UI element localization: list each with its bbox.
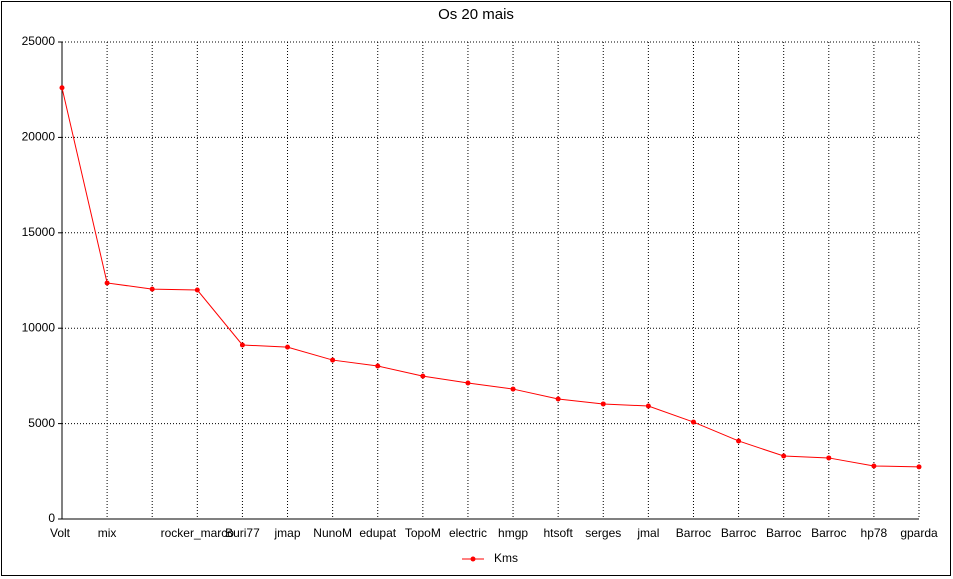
data-point — [781, 453, 787, 459]
y-tick-label: 10000 — [22, 320, 56, 334]
series-line — [61, 87, 920, 468]
x-tick-label: hp78 — [861, 526, 888, 540]
x-tick-label: rocker_marco — [161, 526, 235, 540]
x-tick-label: Buri77 — [225, 526, 260, 540]
x-tick-label: serges — [585, 526, 621, 540]
data-point — [871, 463, 877, 469]
y-tick-label: 25000 — [22, 34, 56, 48]
y-tick-label: 20000 — [22, 130, 56, 144]
data-point — [285, 344, 291, 350]
data-point — [690, 419, 696, 425]
x-tick-label: TopoM — [405, 526, 441, 540]
x-tick-label: NunoM — [313, 526, 352, 540]
x-tick-label: hmgp — [498, 526, 528, 540]
x-tick-label: mix — [98, 526, 117, 540]
x-tick-label: electric — [449, 526, 487, 540]
x-tick-label: jmap — [274, 526, 301, 540]
x-tick-label: Barroc — [811, 526, 846, 540]
x-tick-label: Volt — [50, 526, 71, 540]
data-point — [916, 464, 922, 470]
data-point — [375, 363, 381, 369]
data-point — [194, 287, 200, 293]
x-tick-label: Barroc — [676, 526, 711, 540]
y-tick-label: 0 — [48, 511, 55, 525]
data-point — [239, 342, 245, 348]
data-point — [330, 357, 336, 363]
data-point — [59, 85, 65, 91]
data-point — [645, 403, 651, 409]
x-tick-label: Barroc — [721, 526, 756, 540]
data-point — [149, 286, 155, 292]
data-point — [600, 401, 606, 407]
legend-marker — [470, 556, 476, 562]
data-point — [555, 396, 561, 402]
data-point — [104, 280, 110, 286]
legend-label: Kms — [494, 551, 518, 565]
chart-title: Os 20 mais — [438, 6, 514, 23]
x-tick-label: jmal — [636, 526, 659, 540]
y-tick-label: 15000 — [22, 225, 56, 239]
data-point — [420, 373, 426, 379]
data-point — [510, 386, 516, 392]
x-tick-label: Barroc — [766, 526, 801, 540]
x-tick-label: htsoft — [543, 526, 573, 540]
data-point — [736, 438, 742, 444]
x-tick-label: edupat — [359, 526, 396, 540]
y-tick-label: 5000 — [28, 416, 55, 430]
x-tick-label: gparda — [900, 526, 938, 540]
data-point — [465, 380, 471, 386]
data-point — [826, 455, 832, 461]
